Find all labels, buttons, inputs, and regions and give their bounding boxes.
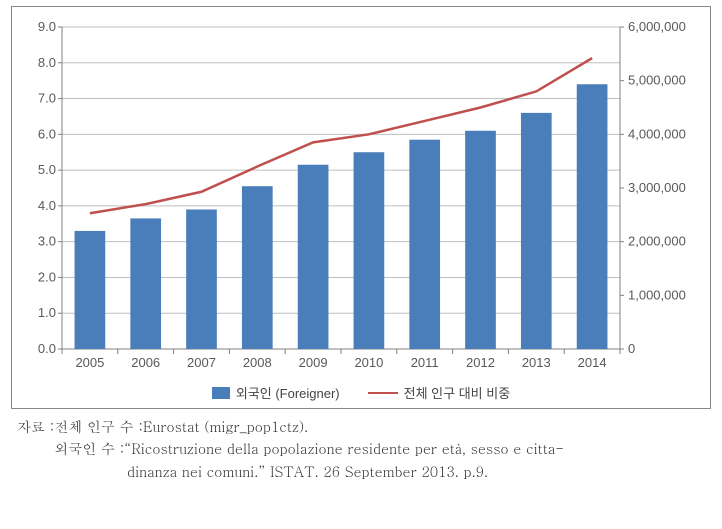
chart-plot-area: 0.0 1.0 2.0 3.0 4.0 5.0 6.0 7.0 8.0 9.0 0 1,000,000…	[22, 17, 700, 377]
legend-bar-label: 외국인 (Foreigner)	[236, 383, 340, 402]
svg-text:2005: 2005	[75, 355, 104, 370]
svg-text:3.0: 3.0	[38, 234, 56, 249]
svg-text:2009: 2009	[299, 355, 328, 370]
svg-text:0.0: 0.0	[38, 341, 56, 356]
bar-swatch-icon	[212, 387, 230, 399]
svg-text:3,000,000: 3,000,000	[628, 180, 686, 195]
chart-panel: 0.0 1.0 2.0 3.0 4.0 5.0 6.0 7.0 8.0 9.0 0 1,000,000…	[11, 6, 711, 409]
svg-text:2011: 2011	[411, 355, 439, 370]
svg-text:2010: 2010	[354, 355, 383, 370]
line-swatch-icon	[368, 392, 398, 394]
chart-legend: 외국인 (Foreigner) 전체 인구 대비 비중	[22, 377, 700, 402]
source-line1-label: 전체 인구 수 :	[54, 415, 143, 437]
svg-text:4.0: 4.0	[38, 198, 56, 213]
svg-text:1.0: 1.0	[38, 305, 56, 320]
svg-text:4,000,000: 4,000,000	[628, 126, 686, 141]
svg-text:2012: 2012	[466, 355, 495, 370]
source-line1-value: Eurostat (migr_pop1ctz).	[143, 415, 308, 437]
source-line2-label: 외국인 수 :	[54, 437, 124, 459]
svg-text:6.0: 6.0	[38, 126, 56, 141]
svg-text:6,000,000: 6,000,000	[628, 19, 686, 34]
svg-text:2.0: 2.0	[38, 269, 56, 284]
svg-text:1,000,000: 1,000,000	[628, 287, 686, 302]
source-line2-value1: “Ricostruzione della popolazione residen…	[124, 437, 564, 459]
source-row-1: 자료 : 전체 인구 수 : Eurostat (migr_pop1ctz).	[17, 415, 705, 437]
source-prefix: 자료 :	[17, 415, 54, 437]
legend-item-bar: 외국인 (Foreigner)	[212, 383, 340, 402]
svg-text:9.0: 9.0	[38, 19, 56, 34]
svg-text:2014: 2014	[578, 355, 607, 370]
svg-text:7.0: 7.0	[38, 91, 56, 106]
svg-text:2008: 2008	[243, 355, 272, 370]
svg-text:5.0: 5.0	[38, 162, 56, 177]
combo-chart: 0.0 1.0 2.0 3.0 4.0 5.0 6.0 7.0 8.0 9.0 0 1,000,000…	[22, 17, 700, 377]
source-row-2: 자료 : 외국인 수 : “Ricostruzione della popola…	[17, 437, 705, 459]
svg-text:2,000,000: 2,000,000	[628, 234, 686, 249]
legend-line-label: 전체 인구 대비 비중	[404, 383, 511, 402]
source-block: 자료 : 전체 인구 수 : Eurostat (migr_pop1ctz). …	[17, 415, 705, 482]
svg-text:8.0: 8.0	[38, 55, 56, 70]
source-line2-value2: dinanza nei comuni.” ISTAT. 26 September…	[127, 460, 488, 482]
svg-text:5,000,000: 5,000,000	[628, 73, 686, 88]
svg-text:2006: 2006	[131, 355, 160, 370]
svg-text:0: 0	[628, 341, 635, 356]
source-row-3: dinanza nei comuni.” ISTAT. 26 September…	[17, 460, 705, 482]
legend-item-line: 전체 인구 대비 비중	[368, 383, 511, 402]
svg-text:2013: 2013	[522, 355, 551, 370]
svg-text:2007: 2007	[187, 355, 216, 370]
